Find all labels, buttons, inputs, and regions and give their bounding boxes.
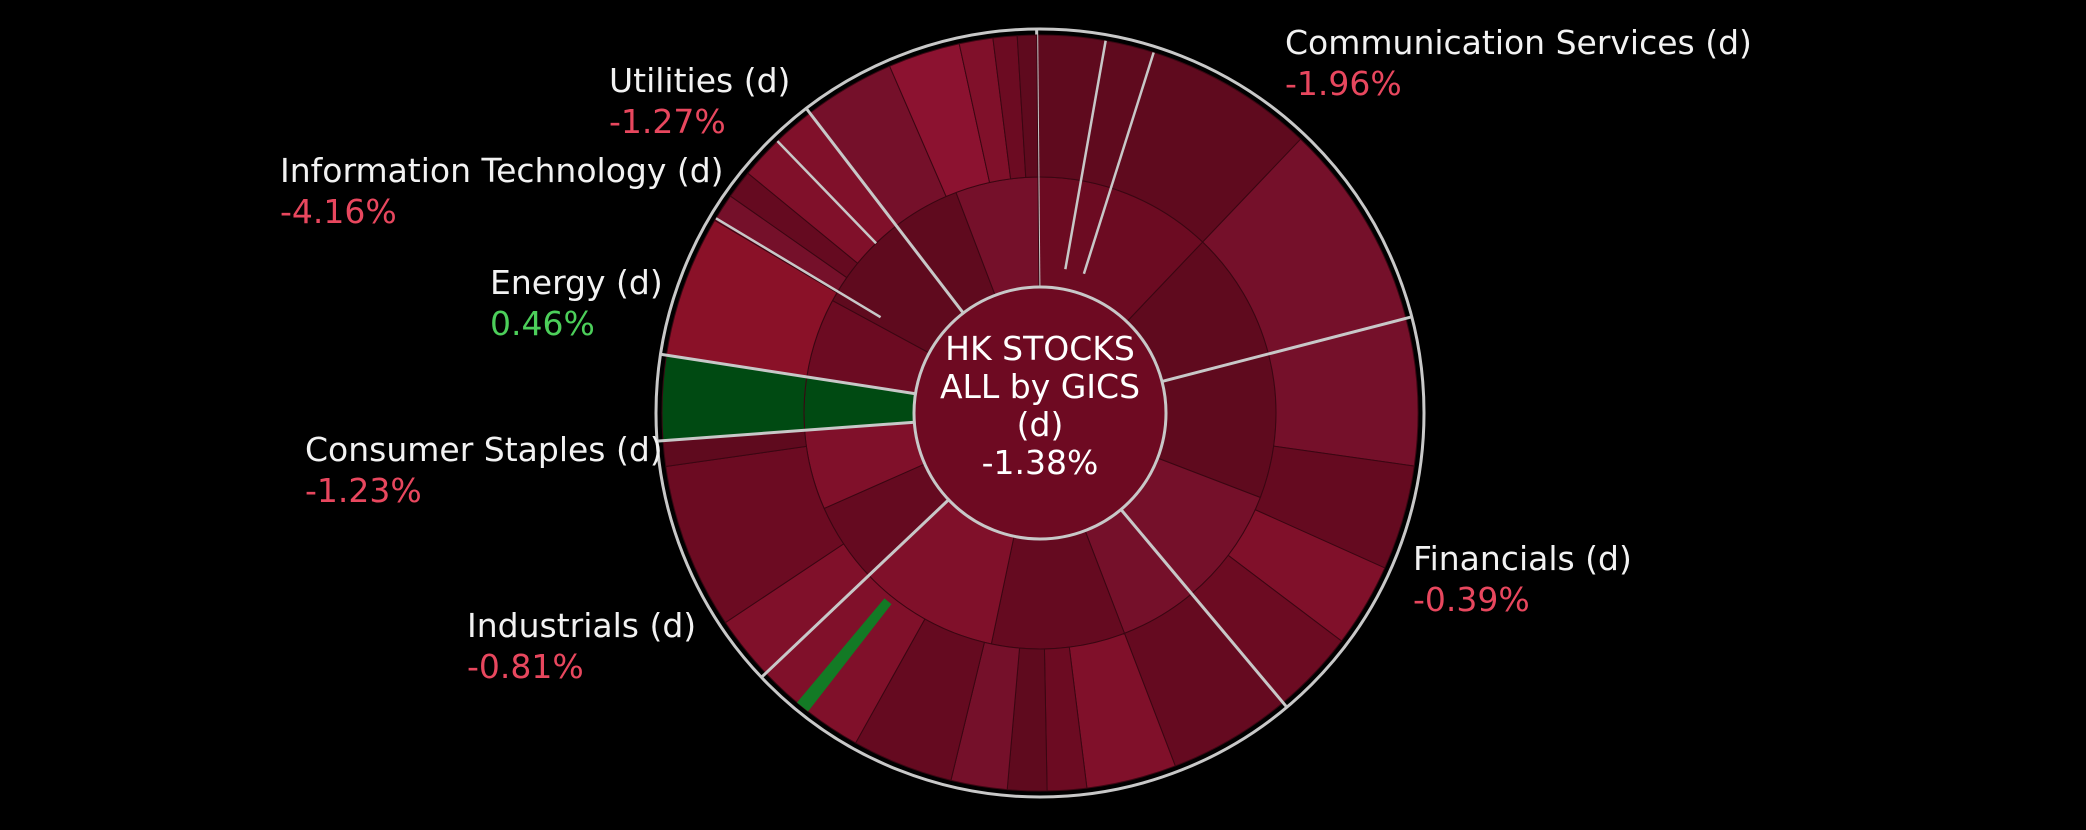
sector-separator	[1119, 508, 1288, 709]
sector-change: -1.27%	[609, 102, 726, 142]
center-title-line-3: (d)	[1016, 404, 1064, 444]
sector-change: 0.46%	[490, 304, 595, 344]
sector-label-consumer-staples[interactable]: Consumer Staples (d) -1.23%	[305, 429, 663, 512]
sector-name: Consumer Staples (d)	[305, 430, 663, 469]
sector-label-industrials[interactable]: Industrials (d) -0.81%	[467, 605, 696, 688]
outer-ring	[654, 27, 1426, 799]
subsector-separator	[776, 140, 877, 245]
sector-name: Information Technology (d)	[280, 151, 724, 190]
center-disc[interactable]	[912, 285, 1168, 541]
sector-name: Industrials (d)	[467, 606, 697, 645]
center-title-line-1: HK STOCKS	[945, 329, 1135, 368]
sector-change: -1.23%	[305, 471, 422, 511]
sector-utilities-d[interactable]	[805, 34, 1040, 314]
subsector-separator	[715, 217, 882, 319]
outer-cell-positive[interactable]	[796, 598, 892, 712]
sector-change: -1.96%	[1285, 64, 1402, 104]
sector-separator	[1161, 315, 1413, 383]
sector-communication-services-d[interactable]	[1035, 29, 1407, 383]
sector-change: -0.81%	[467, 647, 584, 687]
sector-label-information-technology[interactable]: Information Technology (d) -4.16%	[280, 150, 724, 233]
sector-industrials-d[interactable]	[765, 499, 1288, 792]
subsector-separator	[1082, 52, 1155, 275]
sector-name: Energy (d)	[490, 263, 663, 302]
sector-change: -4.16%	[280, 192, 397, 232]
center-title-line-2: ALL by GICS	[939, 366, 1141, 406]
sector-label-energy[interactable]: Energy (d) 0.46%	[490, 262, 663, 345]
sector-financials-d[interactable]	[1120, 315, 1419, 704]
sector-name: Financials (d)	[1413, 539, 1632, 578]
sector-separator	[760, 498, 950, 679]
sector-label-utilities[interactable]: Utilities (d) -1.27%	[609, 60, 790, 143]
center-change: -1.38%	[981, 442, 1099, 482]
sector-label-financials[interactable]: Financials (d) -0.39%	[1413, 538, 1632, 621]
sector-separator	[660, 352, 916, 396]
sector-label-communication-services[interactable]: Communication Services (d) -1.96%	[1285, 22, 1752, 105]
sector-separator	[656, 420, 915, 443]
sector-name: Utilities (d)	[609, 61, 791, 100]
sector-separator	[805, 107, 965, 314]
sector-change: -0.39%	[1413, 580, 1530, 620]
sector-name: Communication Services (d)	[1285, 23, 1752, 62]
center-label[interactable]: HK STOCKS ALL by GICS (d) -1.38%	[914, 330, 1166, 482]
outer-cell[interactable]	[1016, 34, 1039, 178]
subsector-separator	[1064, 40, 1107, 270]
